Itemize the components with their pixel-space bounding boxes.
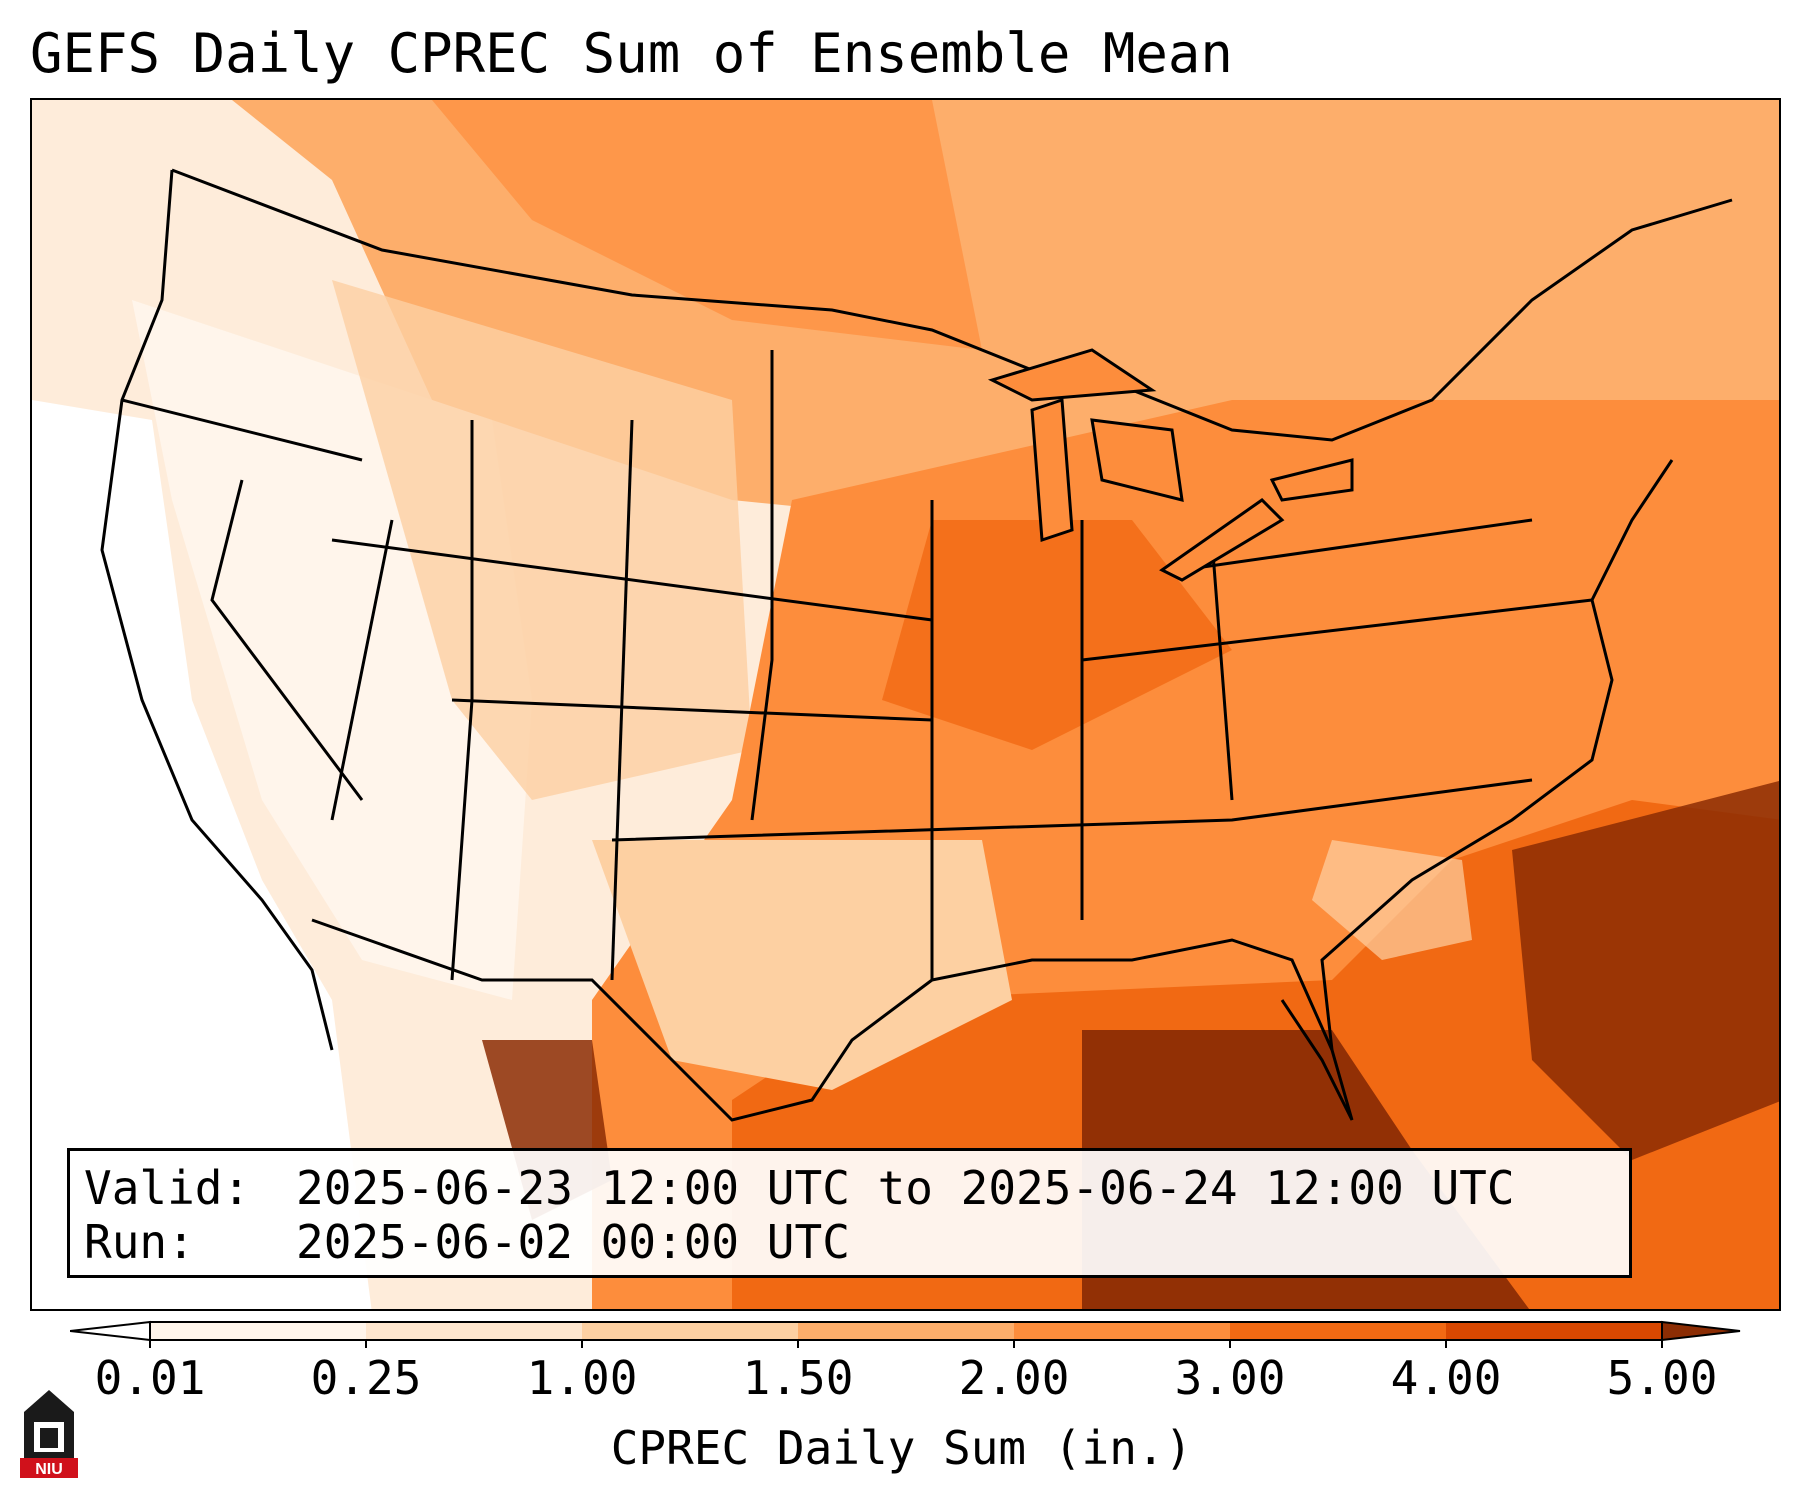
precipitation-map: [30, 98, 1781, 1311]
colorbar-tick-label: 3.00: [1174, 1351, 1286, 1405]
colorbar-outline: [149, 1321, 1663, 1341]
colorbar-tick-label: 2.00: [958, 1351, 1070, 1405]
colorbar-segment: [366, 1322, 583, 1340]
run-line: Run: 2025-06-02 00:00 UTC: [84, 1215, 1615, 1269]
atlantic-max-shading: [1512, 781, 1779, 1160]
rockies-shading: [332, 280, 752, 800]
info-box: Valid: 2025-06-23 12:00 UTC to 2025-06-2…: [67, 1148, 1632, 1278]
colorbar-tick-label: 1.50: [742, 1351, 854, 1405]
run-value: 2025-06-02 00:00 UTC: [296, 1215, 850, 1269]
colorbar-segment: [1446, 1322, 1663, 1340]
map-canvas: [32, 100, 1779, 1309]
niu-castle-icon: NIU: [20, 1390, 78, 1478]
colorbar-segment: [798, 1322, 1015, 1340]
map-title: GEFS Daily CPREC Sum of Ensemble Mean: [30, 22, 1233, 85]
colorbar-segment: [1230, 1322, 1447, 1340]
colorbar-segment: [1014, 1322, 1231, 1340]
colorbar-segment: [582, 1322, 799, 1340]
colorbar-tick-label: 0.01: [94, 1351, 206, 1405]
colorbar-segments: [70, 1320, 1741, 1348]
run-label: Run:: [84, 1215, 195, 1269]
colorbar-over-arrow: [1661, 1320, 1741, 1342]
colorbar-segment: [150, 1322, 367, 1340]
logo-text: NIU: [35, 1461, 63, 1478]
valid-line: Valid: 2025-06-23 12:00 UTC to 2025-06-2…: [84, 1161, 1615, 1215]
colorbar-under-arrow: [70, 1320, 151, 1342]
west-ocean-shading: [32, 400, 372, 1309]
midwest-shading: [882, 520, 1232, 750]
great-lakes: [987, 348, 1354, 582]
colorbar-tick-label: 5.00: [1606, 1351, 1718, 1405]
colorbar-tick-label: 0.25: [310, 1351, 422, 1405]
valid-label: Valid:: [84, 1161, 251, 1215]
colorbar: [70, 1320, 1741, 1348]
colorbar-ticks: 0.01 0.25 1.00 1.50 2.00 3.00 4.00 5.00: [0, 1350, 1803, 1410]
colorbar-label: CPREC Daily Sum (in.): [610, 1421, 1193, 1475]
valid-value: 2025-06-23 12:00 UTC to 2025-06-24 12:00…: [296, 1161, 1515, 1215]
carolina-shading: [1312, 840, 1472, 960]
colorbar-tick-label: 4.00: [1390, 1351, 1502, 1405]
texas-shading: [592, 840, 1012, 1090]
colorbar-tick-label: 1.00: [526, 1351, 638, 1405]
canada-shading: [432, 100, 982, 350]
